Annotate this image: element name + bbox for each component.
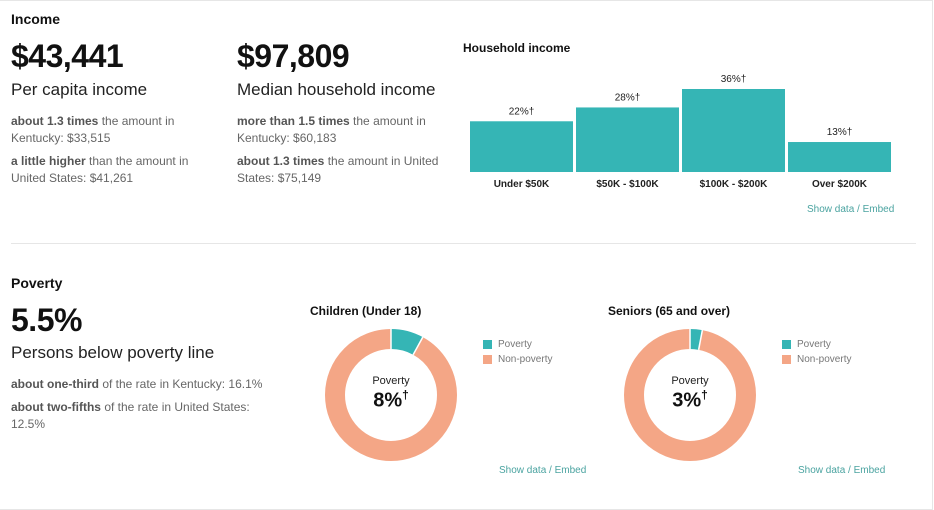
children-donut-legend: Poverty Non-poverty [483, 337, 552, 367]
seniors-donut-center: Poverty 3%† [645, 375, 735, 413]
legend-item-non-poverty: Non-poverty [782, 352, 851, 367]
income-section-title: Income [11, 11, 61, 27]
compare-text: than the amount in United States: $41,26… [11, 154, 189, 185]
legend-swatch-poverty [483, 340, 492, 349]
donut-center-caption: Poverty [372, 375, 410, 387]
bar-4[interactable] [788, 142, 891, 172]
bar-1[interactable] [470, 121, 573, 172]
legend-item-poverty: Poverty [483, 337, 552, 352]
donut-center-caption: Poverty [671, 375, 709, 387]
slice-separator [412, 336, 424, 356]
median-household-income-value: $97,809 [237, 38, 350, 74]
donut-center-value: 3%† [645, 388, 735, 413]
donut-center-mark: † [701, 388, 708, 402]
poverty-rate-label: Persons below poverty line [11, 343, 215, 362]
median-household-income-label: Median household income [237, 80, 436, 99]
slice-separator [697, 330, 704, 350]
compare-emphasis: a little higher [11, 154, 86, 168]
per-capita-compare-us: a little higher than the amount in Unite… [11, 153, 211, 187]
bar-2[interactable] [576, 107, 679, 172]
legend-swatch-non-poverty [483, 355, 492, 364]
donut-center-value: 8%† [346, 388, 436, 413]
seniors-poverty-chart-title: Seniors (65 and over) [608, 304, 731, 318]
legend-swatch-poverty [782, 340, 791, 349]
legend-swatch-non-poverty [782, 355, 791, 364]
poverty-compare-kentucky: about one-third of the rate in Kentucky:… [11, 376, 281, 393]
household-income-bar-chart: 22%† Under $50K 28%† $50K - $100K 36%† $100K … [470, 74, 891, 190]
compare-text: the amount in Kentucky: $60,183 [237, 114, 426, 145]
bar-data-label: 13%† [827, 127, 853, 138]
compare-emphasis: about one-third [11, 377, 99, 391]
compare-text: the amount in United States: $75,149 [237, 154, 439, 185]
per-capita-income-label: Per capita income [11, 80, 148, 99]
compare-text: of the rate in United States: 12.5% [11, 400, 250, 431]
children-poverty-donut [325, 329, 457, 461]
donut-center-mark: † [402, 388, 409, 402]
donut-center-percent: 3% [672, 389, 702, 412]
median-household-compare-kentucky: more than 1.5 times the amount in Kentuc… [237, 113, 452, 147]
per-capita-income-value: $43,441 [11, 38, 124, 74]
children-donut-center: Poverty 8%† [346, 375, 436, 413]
seniors-show-data-embed-link[interactable]: Show data / Embed [798, 465, 886, 476]
children-show-data-embed-link[interactable]: Show data / Embed [499, 465, 587, 476]
bar-3[interactable] [682, 89, 785, 172]
bar-data-label: 22%† [509, 106, 535, 117]
compare-emphasis: about two-fifths [11, 400, 101, 414]
poverty-section-title: Poverty [11, 275, 63, 291]
per-capita-compare-kentucky: about 1.3 times the amount in Kentucky: … [11, 113, 211, 147]
x-tick-label: Over $200K [812, 179, 868, 190]
legend-label: Non-poverty [498, 354, 553, 365]
income-show-data-embed-link[interactable]: Show data / Embed [807, 204, 895, 215]
donut-center-percent: 8% [373, 389, 403, 412]
x-tick-label: Under $50K [494, 179, 550, 190]
bar-data-label: 28%† [615, 92, 641, 103]
seniors-donut-legend: Poverty Non-poverty [782, 337, 851, 367]
section-divider [11, 243, 916, 244]
household-income-chart-title: Household income [463, 41, 571, 55]
x-tick-label: $100K - $200K [700, 179, 769, 190]
x-tick-label: $50K - $100K [596, 179, 659, 190]
seniors-poverty-donut [624, 329, 756, 461]
legend-label: Poverty [498, 339, 532, 350]
poverty-compare-us: about two-fifths of the rate in United S… [11, 399, 281, 433]
compare-emphasis: about 1.3 times [237, 154, 325, 168]
compare-emphasis: more than 1.5 times [237, 114, 350, 128]
compare-text: of the rate in Kentucky: 16.1% [98, 377, 263, 391]
poverty-rate-value: 5.5% [11, 302, 82, 338]
compare-text: the amount in Kentucky: $33,515 [11, 114, 175, 145]
compare-emphasis: about 1.3 times [11, 114, 99, 128]
legend-item-poverty: Poverty [782, 337, 851, 352]
bar-data-label: 36%† [721, 74, 747, 85]
legend-label: Poverty [797, 339, 831, 350]
median-household-compare-us: about 1.3 times the amount in United Sta… [237, 153, 452, 187]
legend-label: Non-poverty [797, 354, 852, 365]
legend-item-non-poverty: Non-poverty [483, 352, 552, 367]
children-poverty-chart-title: Children (Under 18) [310, 304, 422, 318]
